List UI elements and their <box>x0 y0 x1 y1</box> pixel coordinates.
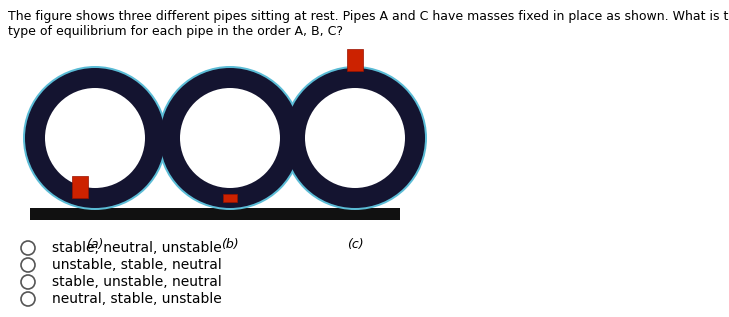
Bar <box>347 49 363 71</box>
Bar <box>30 208 400 220</box>
Text: (b): (b) <box>221 238 239 251</box>
Circle shape <box>283 66 427 210</box>
Circle shape <box>25 68 165 208</box>
Text: stable, neutral, unstable: stable, neutral, unstable <box>52 241 222 255</box>
Circle shape <box>23 66 167 210</box>
Circle shape <box>180 88 280 188</box>
Bar <box>72 176 88 198</box>
Text: (a): (a) <box>86 238 104 251</box>
Text: neutral, stable, unstable: neutral, stable, unstable <box>52 292 222 306</box>
Bar <box>223 194 237 202</box>
Text: unstable, stable, neutral: unstable, stable, neutral <box>52 258 222 272</box>
Circle shape <box>285 68 425 208</box>
Circle shape <box>45 88 145 188</box>
Text: stable, unstable, neutral: stable, unstable, neutral <box>52 275 222 289</box>
Circle shape <box>158 66 302 210</box>
Text: The figure shows three different pipes sitting at rest. Pipes A and C have masse: The figure shows three different pipes s… <box>8 10 729 38</box>
Circle shape <box>160 68 300 208</box>
Text: (c): (c) <box>347 238 363 251</box>
Circle shape <box>305 88 405 188</box>
